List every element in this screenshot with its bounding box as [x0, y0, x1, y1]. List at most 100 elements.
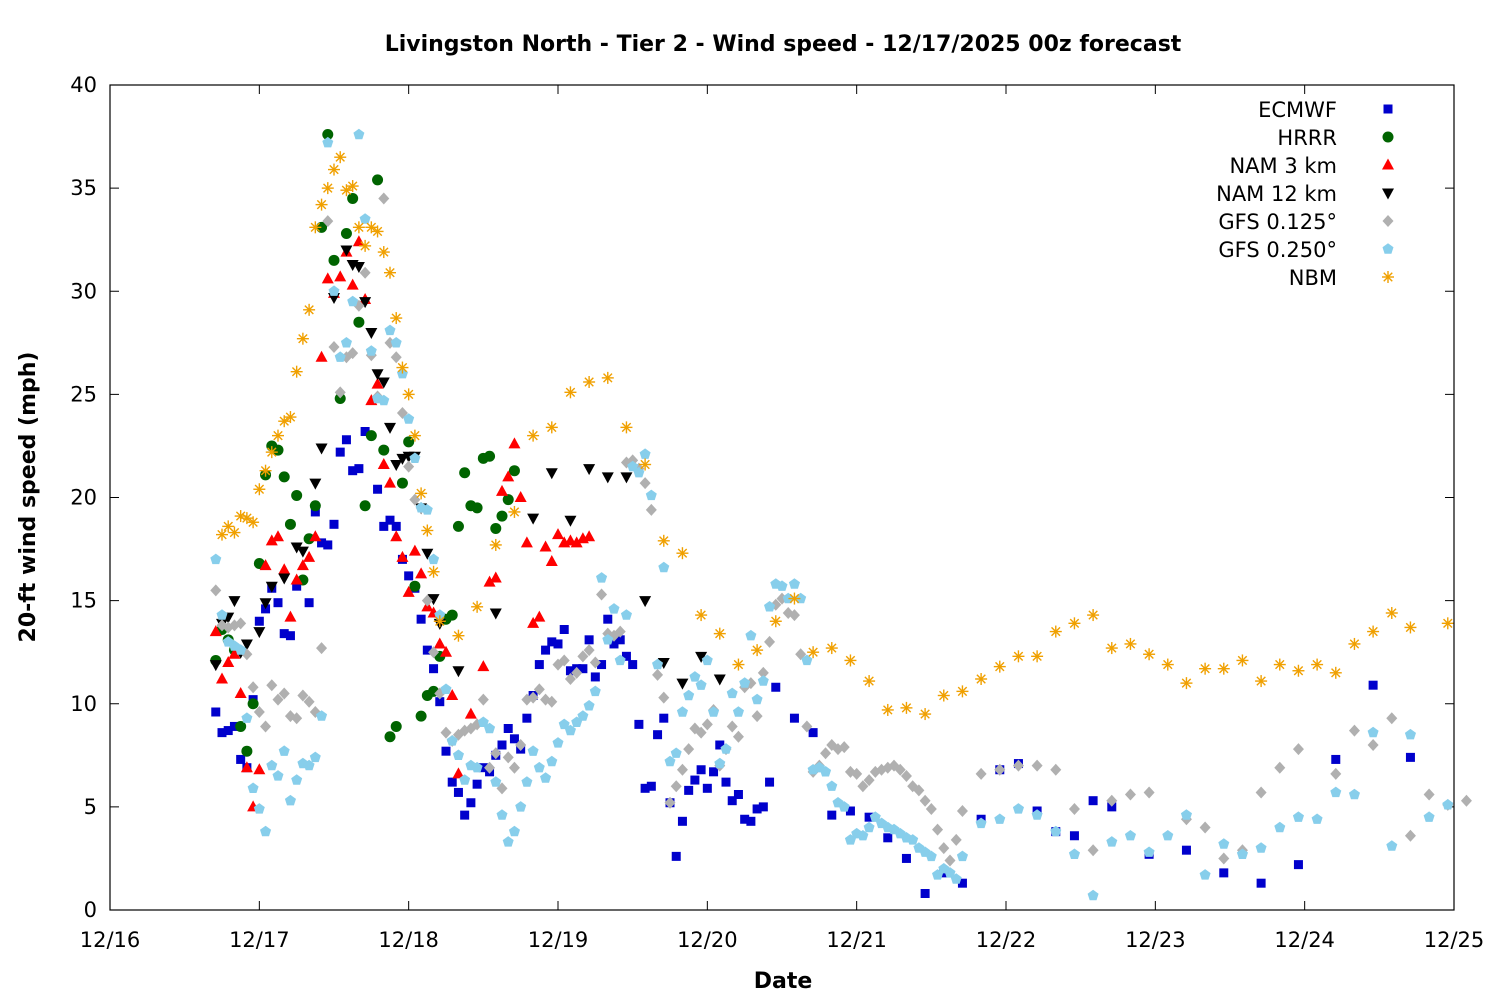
point-nbm — [1105, 642, 1118, 655]
point-nam-3-km — [483, 575, 496, 587]
point-gfs-0-125 — [658, 691, 670, 704]
point-nam-3-km — [334, 270, 347, 282]
point-nam-12-km — [713, 674, 726, 686]
point-hrrr — [235, 720, 247, 732]
point-gfs-0-250 — [633, 466, 645, 478]
point-nbm — [1217, 662, 1230, 675]
x-axis-label: Date — [754, 969, 813, 994]
chart-title: Livingston North - Tier 2 - Wind speed -… — [385, 32, 1182, 57]
point-gfs-0-250 — [1218, 838, 1230, 849]
point-ecmwf — [304, 598, 314, 608]
x-tick-label: 12/23 — [1125, 928, 1186, 952]
point-nbm — [1385, 607, 1398, 619]
y-axis-label: 20-ft wind speed (mph) — [16, 352, 41, 643]
point-gfs-0-125 — [328, 340, 340, 353]
point-gfs-0-250 — [1255, 842, 1267, 853]
point-gfs-0-125 — [614, 625, 626, 638]
point-nam-3-km — [570, 536, 583, 548]
point-gfs-0-125 — [975, 767, 987, 780]
point-gfs-0-125 — [260, 720, 272, 733]
point-gfs-0-250 — [247, 782, 259, 793]
point-gfs-0-125 — [577, 650, 589, 663]
point-nbm — [1049, 625, 1062, 638]
point-gfs-0-250 — [1031, 809, 1043, 820]
point-gfs-0-125 — [919, 794, 931, 807]
point-nbm — [881, 703, 894, 716]
point-gfs-0-250 — [1330, 786, 1342, 798]
point-hrrr — [390, 720, 402, 732]
point-gfs-0-250 — [714, 757, 726, 769]
point-nbm — [844, 654, 857, 667]
point-ecmwf — [883, 833, 893, 843]
point-gfs-0-125 — [1348, 724, 1360, 737]
point-ecmwf — [559, 625, 569, 634]
point-hrrr — [484, 450, 496, 462]
point-gfs-0-125 — [428, 646, 440, 659]
point-hrrr — [409, 580, 421, 592]
point-gfs-0-250 — [278, 745, 290, 756]
point-ecmwf — [684, 785, 694, 795]
point-gfs-0-125 — [1050, 763, 1062, 776]
point-nam-12-km — [359, 297, 372, 309]
point-gfs-0-250 — [627, 460, 639, 472]
point-nbm — [253, 483, 266, 496]
point-gfs-0-250 — [583, 700, 595, 711]
point-gfs-0-125 — [253, 706, 265, 718]
point-gfs-0-250 — [527, 745, 539, 756]
point-ecmwf — [621, 651, 631, 661]
point-gfs-0-125 — [938, 842, 950, 855]
legend-label: GFS 0.250° — [1218, 238, 1337, 262]
point-gfs-0-125 — [838, 741, 850, 754]
point-ecmwf — [285, 631, 295, 641]
point-gfs-0-250 — [564, 724, 576, 736]
point-gfs-0-250 — [540, 772, 552, 783]
point-gfs-0-125 — [515, 739, 527, 751]
point-ecmwf — [603, 614, 613, 624]
point-ecmwf — [1331, 754, 1341, 764]
point-ecmwf — [472, 779, 482, 789]
point-ecmwf — [229, 721, 239, 731]
point-gfs-0-250 — [1292, 811, 1304, 822]
point-gfs-0-250 — [695, 679, 707, 690]
point-gfs-0-125 — [1087, 844, 1099, 857]
point-nam-3-km — [346, 278, 359, 290]
point-nam-12-km — [209, 660, 222, 672]
point-nam-3-km — [545, 554, 558, 566]
point-gfs-0-250 — [751, 693, 763, 705]
point-ecmwf — [584, 635, 594, 645]
point-gfs-0-250 — [732, 706, 744, 717]
point-nam-3-km — [502, 470, 515, 482]
point-gfs-0-125 — [484, 761, 496, 774]
point-gfs-0-125 — [894, 763, 906, 776]
x-tick-label: 12/17 — [229, 928, 290, 952]
point-gfs-0-250 — [1199, 869, 1211, 880]
point-nbm — [489, 538, 502, 551]
point-ecmwf — [1181, 845, 1191, 855]
point-gfs-0-125 — [726, 720, 738, 733]
point-ecmwf — [547, 637, 557, 647]
point-ecmwf — [628, 660, 638, 670]
point-nbm — [421, 524, 434, 537]
point-gfs-0-125 — [297, 689, 309, 702]
point-ecmwf — [733, 790, 743, 799]
point-gfs-0-250 — [266, 759, 278, 771]
point-hrrr — [340, 228, 352, 239]
point-nam-3-km — [209, 625, 222, 637]
point-gfs-0-125 — [1068, 802, 1080, 815]
point-hrrr — [322, 129, 334, 140]
point-ecmwf — [1368, 680, 1378, 690]
point-gfs-0-250 — [820, 766, 832, 777]
point-nam-3-km — [384, 476, 396, 488]
point-hrrr — [284, 518, 296, 530]
point-ecmwf — [522, 713, 532, 723]
point-ecmwf — [646, 781, 656, 791]
point-nbm — [937, 689, 950, 702]
point-gfs-0-250 — [409, 452, 421, 463]
point-nam-12-km — [377, 377, 390, 389]
point-nbm — [1273, 658, 1286, 671]
point-hrrr — [247, 698, 259, 710]
point-nam-12-km — [352, 262, 365, 273]
point-gfs-0-125 — [477, 693, 489, 706]
point-ecmwf — [634, 719, 644, 729]
